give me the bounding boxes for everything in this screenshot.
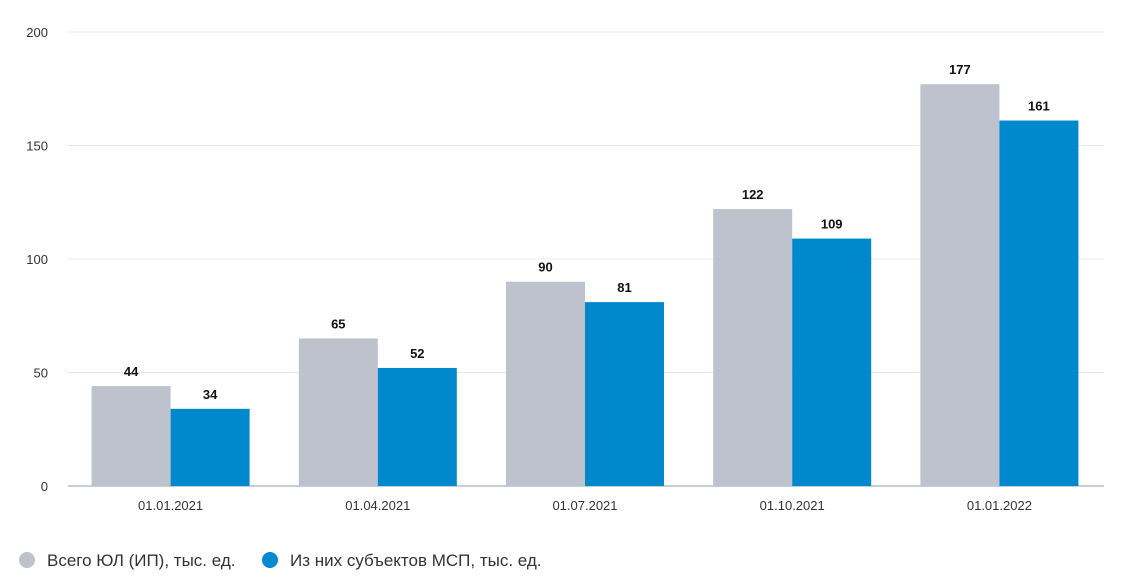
data-label: 161 [1028,99,1050,114]
data-label: 177 [949,62,971,77]
legend-label: Из них субъектов МСП, тыс. ед. [290,551,542,570]
legend-marker-icon [19,552,35,568]
bar [920,84,1000,487]
bar [298,338,378,486]
x-tick-label: 01.01.2021 [138,498,203,513]
x-tick-label: 01.01.2022 [967,498,1032,513]
data-label: 34 [203,387,218,402]
bar [713,209,793,486]
bar [377,367,457,486]
legend-item: Из них субъектов МСП, тыс. ед. [262,551,542,570]
bar [792,238,872,486]
y-tick-label: 200 [26,25,48,40]
bar [170,408,250,486]
data-label: 122 [742,187,764,202]
x-tick-label: 01.04.2021 [345,498,410,513]
bar [999,120,1079,486]
y-tick-label: 0 [41,479,48,494]
bar [91,386,171,486]
x-tick-label: 01.10.2021 [760,498,825,513]
legend-item: Всего ЮЛ (ИП), тыс. ед. [19,551,235,570]
data-label: 65 [331,316,345,331]
x-tick-label: 01.07.2021 [552,498,617,513]
data-label: 44 [124,364,139,379]
bar [585,302,664,486]
legend-marker-icon [262,552,278,568]
y-tick-label: 50 [34,366,48,381]
data-label: 109 [821,217,843,232]
y-tick-label: 100 [26,252,48,267]
y-tick-label: 150 [26,139,48,154]
legend-label: Всего ЮЛ (ИП), тыс. ед. [47,551,235,570]
data-label: 90 [538,260,552,275]
data-label: 81 [617,280,631,295]
data-label: 52 [410,346,424,361]
bar [506,281,585,486]
